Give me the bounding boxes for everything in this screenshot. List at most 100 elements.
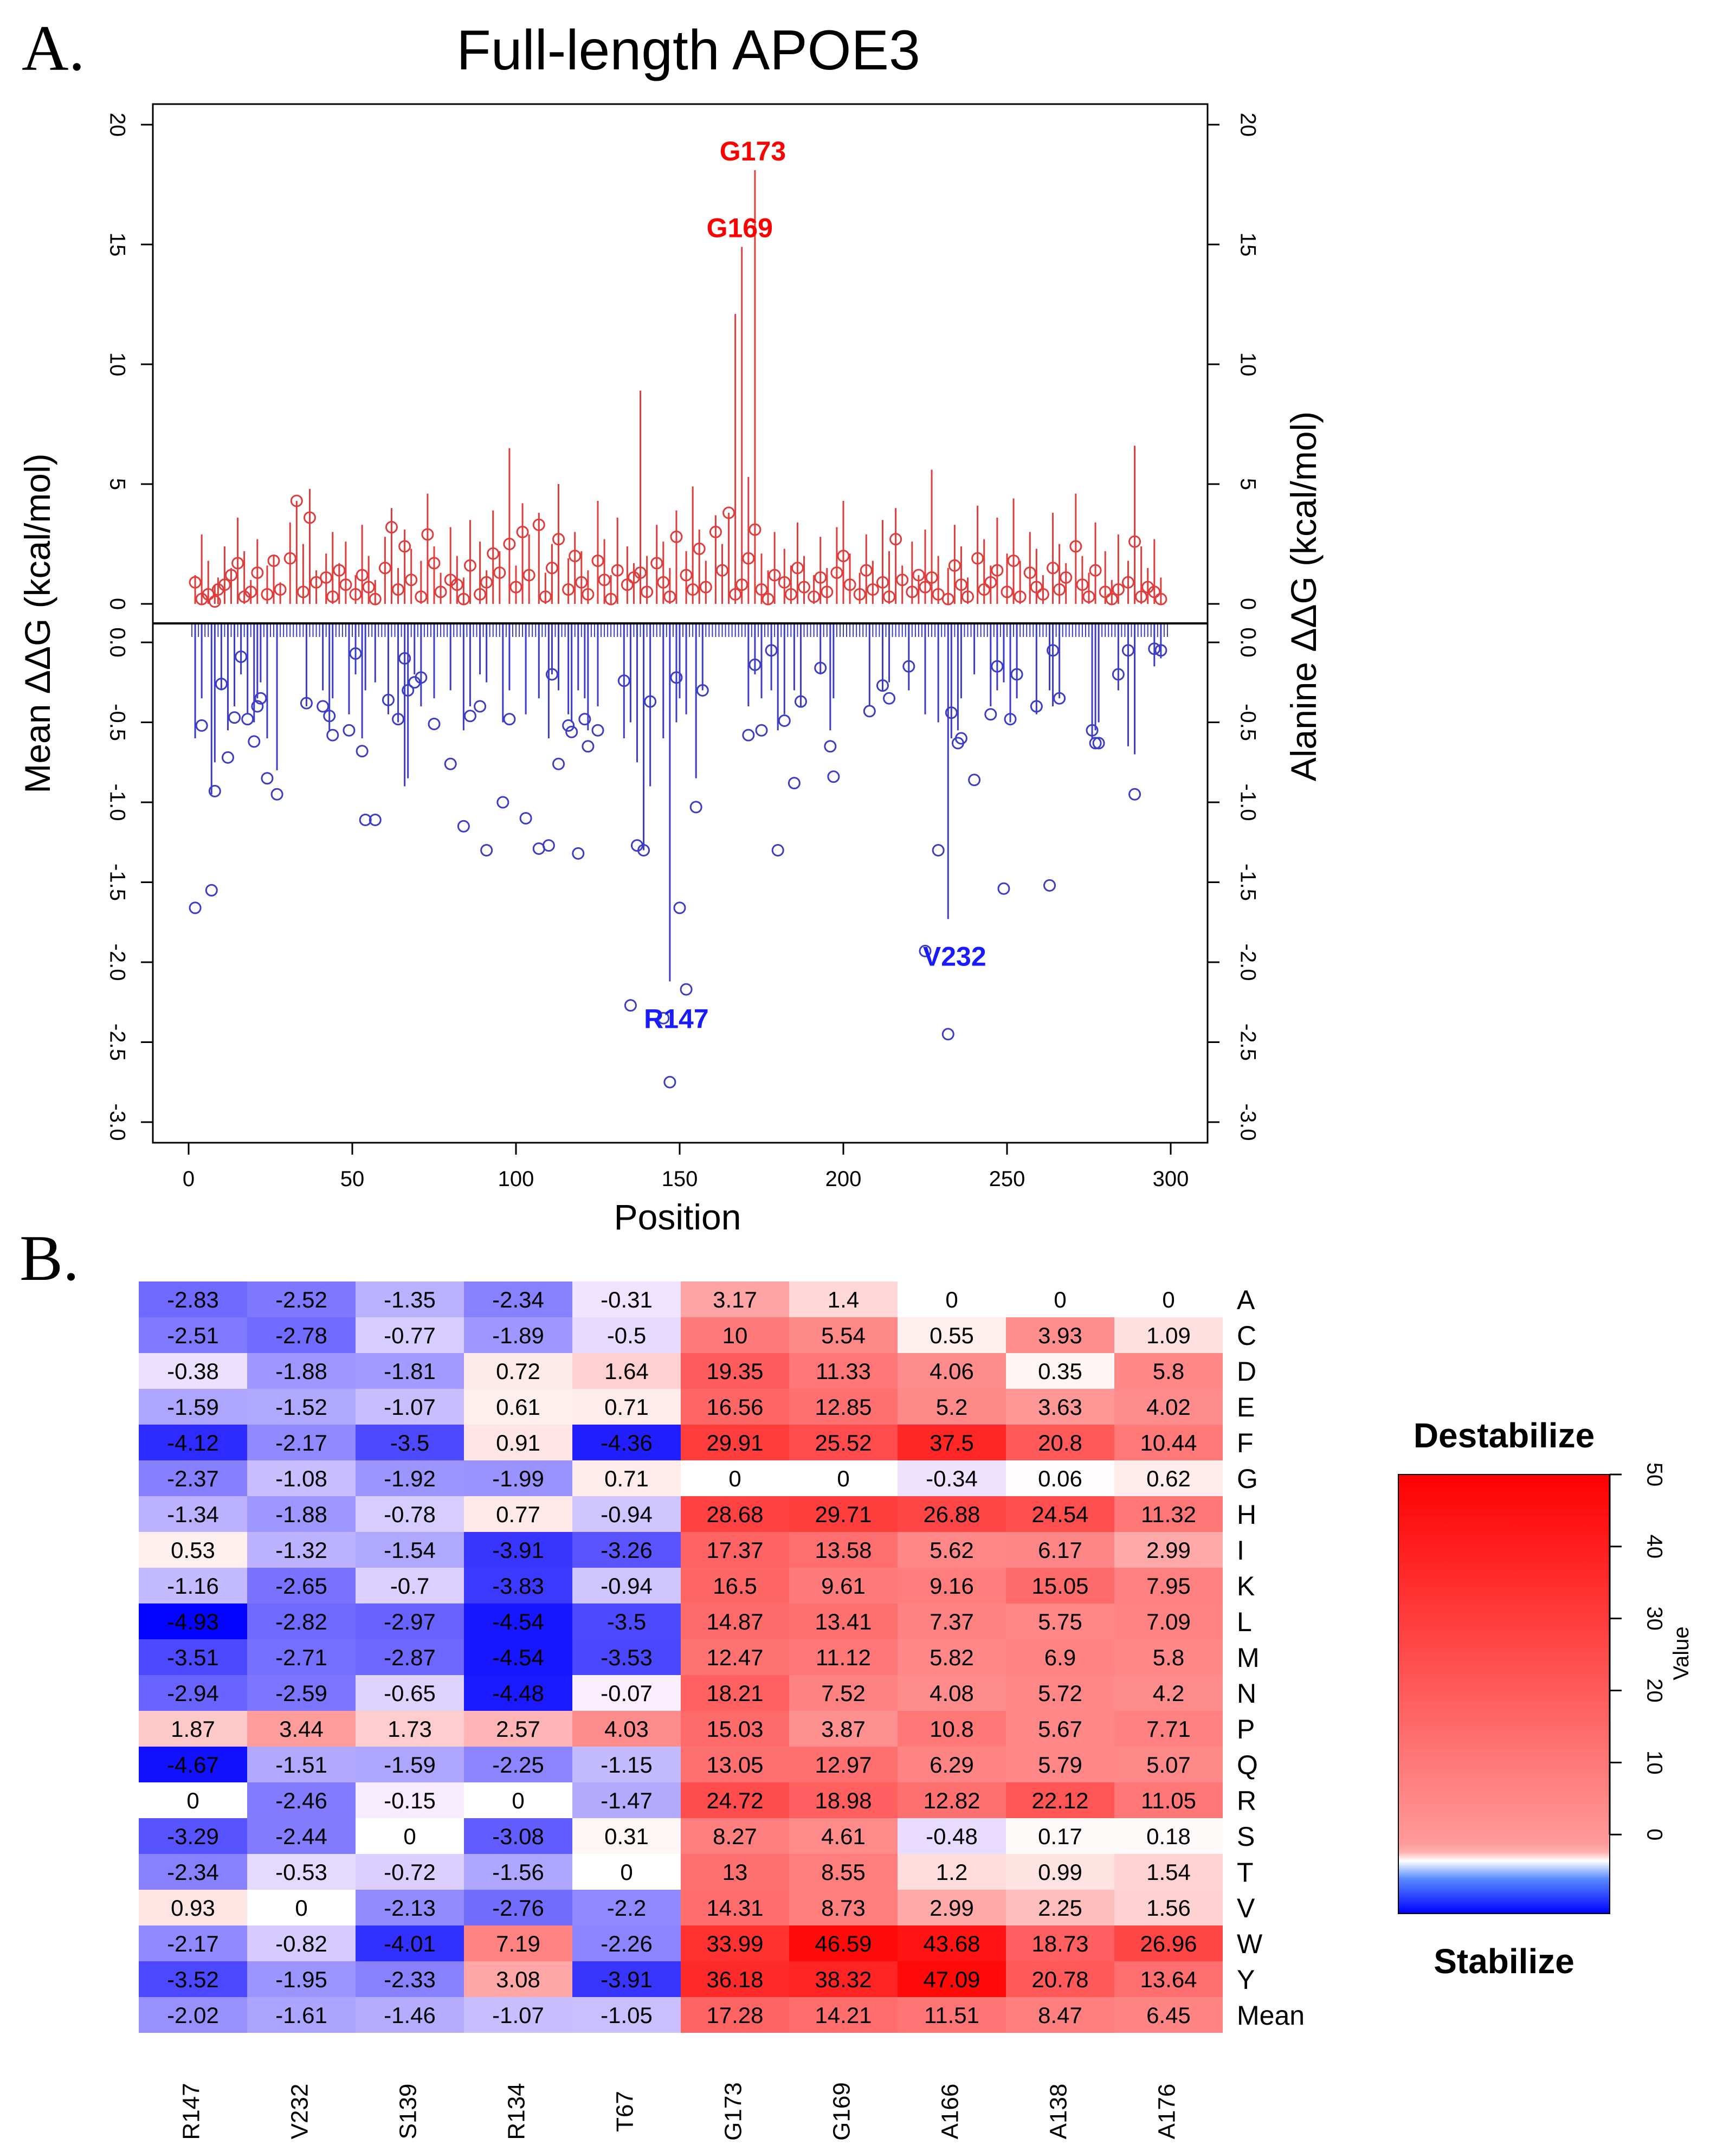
destabilizing-point [919,581,932,594]
heatmap-value: -2.65 [275,1573,327,1599]
heatmap-value: -2.44 [275,1824,327,1849]
destabilizing-point [562,583,575,596]
heatmap-value: 5.62 [930,1537,974,1563]
destabilizing-point [251,566,264,579]
heatmap-value: 9.16 [930,1573,974,1599]
destabilizing-point [768,569,781,582]
stabilizing-point [326,729,339,742]
heatmap-row-label: M [1237,1643,1260,1673]
heatmap-value: -1.46 [384,2002,436,2028]
stabilizing-point [919,944,932,957]
heatmap-value: 0.77 [496,1502,540,1527]
stabilizing-point [748,658,761,671]
heatmap-value: 13.41 [815,1609,872,1634]
stabilizing-point [1010,668,1023,681]
stabilizing-point [883,692,896,705]
destabilizing-point [349,588,362,601]
stabilizing-point [195,719,208,732]
heatmap-cell [898,1925,1006,1961]
destabilizing-point [1030,581,1043,594]
stabilizing-point [398,652,411,665]
stabilizing-point [778,714,791,727]
heatmap-cell [1006,1675,1114,1711]
destabilizing-point [189,576,202,589]
heatmap-value: 3.44 [279,1716,324,1742]
destabilizing-point [415,590,428,603]
destabilizing-point [421,528,434,541]
heatmap-cell [139,1925,247,1961]
heatmap-value: 14.31 [706,1895,763,1921]
heatmap-value: -0.72 [384,1859,436,1885]
heatmap-value: -4.67 [167,1752,219,1778]
y-tick-label: -0.5 [1236,704,1260,741]
heatmap-cell [139,1782,247,1818]
heatmap-cell [1114,1961,1223,1997]
heatmap-value: 9.61 [821,1573,866,1599]
stabilizing-point [1086,724,1099,737]
heatmap-cell [464,1496,572,1532]
heatmap-cell [356,1675,464,1711]
heatmap-column-label: A166 [937,2084,964,2140]
heatmap-row-label: E [1237,1392,1255,1422]
heatmap-value: 11.05 [1141,1788,1196,1813]
heatmap-cell [464,1425,572,1460]
color-key-tick-label: 50 [1642,1463,1666,1487]
heatmap-cell [572,1532,681,1568]
stabilizing-point [463,710,476,723]
stabilizing-point [941,1028,954,1041]
heatmap-cell [356,1711,464,1747]
heatmap-cell [247,1782,356,1818]
stabilizing-point [457,820,470,833]
heatmap-value: -1.89 [492,1323,544,1348]
heatmap-cell [898,1675,1006,1711]
heatmap-value: -2.13 [384,1895,436,1921]
destabilizing-point [202,588,215,601]
destabilizing-point [362,581,375,594]
heatmap-value: 1.87 [171,1716,215,1742]
destabilizing-point [267,554,280,567]
destabilizing-point [1007,554,1020,567]
destabilizing-point [830,566,843,579]
heatmap-value: 1.09 [1146,1323,1191,1348]
heatmap-value: -4.01 [384,1931,436,1956]
heatmap-cell [898,1603,1006,1639]
destabilizing-point [480,576,493,589]
destabilizing-point [641,585,654,598]
destabilizing-point [591,554,604,567]
heatmap-value: -1.35 [384,1287,436,1312]
heatmap-cell [789,1711,898,1747]
heatmap-value: -1.88 [275,1358,327,1384]
heatmap-value: 10.8 [930,1716,974,1742]
destabilizing-point [231,557,244,570]
heatmap-cell [1006,1353,1114,1389]
stabilizing-point [991,660,1004,673]
destabilizing-point [693,542,706,555]
heatmap-value: -0.53 [275,1859,327,1885]
heatmap-value: 18.73 [1031,1931,1088,1956]
destabilizing-point [1069,540,1082,553]
destabilizing-point [860,564,873,577]
heatmap-cell [356,1568,464,1603]
heatmap-cell [1114,1782,1223,1818]
heatmap-cell [572,1961,681,1997]
heatmap-value: -0.65 [384,1680,436,1706]
heatmap-cell [1006,1961,1114,1997]
heatmap-value: 4.03 [604,1716,649,1742]
destabilizing-point [516,525,529,538]
destabilizing-point [650,557,663,570]
stabilizing-point [1092,737,1105,750]
heatmap-column-label: A176 [1154,2084,1180,2140]
x-tick-label: 0 [183,1167,195,1191]
heatmap-value: -1.34 [167,1502,219,1527]
heatmap-cell [898,1890,1006,1925]
panel-b-letter: B. [20,1222,80,1294]
heatmap-value: -1.81 [384,1358,436,1384]
heatmap-value: -0.34 [926,1466,978,1491]
heatmap-value: 2.99 [1146,1537,1191,1563]
stabilizing-point [582,740,595,753]
heatmap-cell [789,1389,898,1425]
destabilizing-point [378,562,391,575]
heatmap-value: -2.46 [275,1788,327,1813]
heatmap-cell [572,1568,681,1603]
heatmap-cell [1114,1317,1223,1353]
